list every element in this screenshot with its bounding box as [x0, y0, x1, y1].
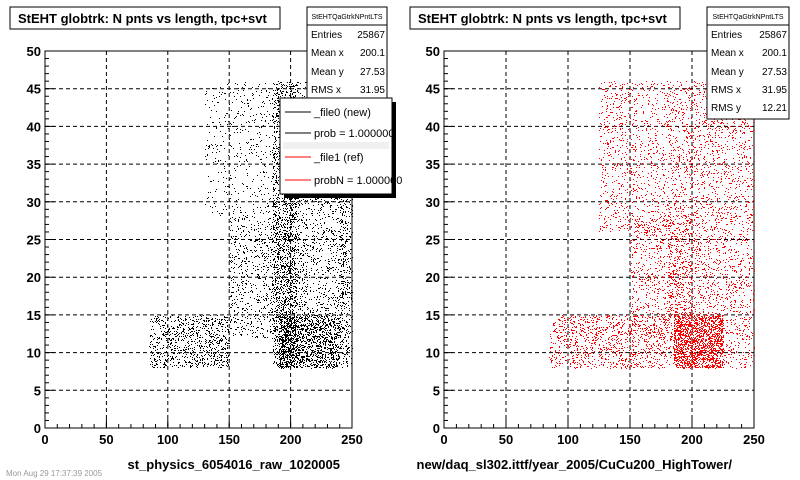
right-x-tick-label: 100	[557, 432, 579, 447]
legend-label-file0: _file0 (new)	[313, 107, 371, 119]
right-stats-value-4: 12.21	[762, 103, 787, 114]
left-y-tick-label: 15	[27, 308, 41, 323]
left-y-tick-label: 30	[27, 195, 41, 210]
left-stats-label-0: Entries	[311, 30, 342, 41]
right-y-tick-label: 35	[426, 157, 440, 172]
right-chart-panel: StEHT globtrk: N pnts vs length, tpc+svt…	[409, 6, 790, 472]
left-x-tick-label: 250	[341, 432, 363, 447]
left-x-tick-label: 200	[280, 432, 302, 447]
left-stats-label-1: Mean x	[311, 48, 344, 59]
left-x-axis-label: st_physics_6054016_raw_1020005	[127, 457, 340, 472]
right-x-axis-label: new/daq_sl302.ittf/year_2005/CuCu200_Hig…	[417, 457, 733, 472]
right-y-tick-label: 40	[426, 119, 440, 134]
right-y-tick-label: 45	[426, 82, 440, 97]
left-x-tick-label: 0	[41, 432, 48, 447]
right-x-tick-label: 250	[743, 432, 765, 447]
left-stats-value-1: 200.1	[360, 48, 385, 59]
right-y-ticks: 0 5 10 15 20 25 30 35 40 45 50	[426, 44, 453, 436]
right-stats-label-0: Entries	[711, 30, 742, 41]
left-y-tick-label: 20	[27, 270, 41, 285]
left-chart-panel: StEHT globtrk: N pnts vs length, tpc+svt…	[9, 6, 402, 472]
footer-timestamp: Mon Aug 29 17:37:39 2005	[6, 469, 103, 478]
legend-label-probn: probN = 1.000000	[314, 175, 402, 187]
right-x-tick-label: 200	[681, 432, 703, 447]
left-x-ticks: 0 50 100 150 200 250	[41, 419, 363, 447]
right-x-tick-label: 0	[440, 432, 447, 447]
left-y-tick-label: 0	[34, 421, 41, 436]
right-title-box	[409, 6, 681, 30]
right-y-tick-label: 10	[426, 346, 440, 361]
right-stats-name: StEHTQaGtrkNPntLTS	[712, 14, 783, 21]
left-stats-name: StEHTQaGtrkNPntLTS	[311, 14, 382, 21]
right-x-tick-label: 150	[619, 432, 641, 447]
left-stats-label-3: RMS x	[311, 85, 341, 96]
right-stats-value-1: 200.1	[762, 48, 787, 59]
right-x-tick-label: 50	[499, 432, 513, 447]
right-y-tick-label: 20	[426, 270, 440, 285]
right-stats-label-2: Mean y	[711, 67, 744, 78]
right-y-tick-label: 30	[426, 195, 440, 210]
left-x-tick-label: 100	[157, 432, 179, 447]
legend-label-file1: _file1 (ref)	[313, 152, 364, 164]
left-stats-value-0: 25867	[357, 30, 385, 41]
left-y-tick-label: 50	[27, 44, 41, 59]
left-y-tick-label: 45	[27, 82, 41, 97]
left-y-tick-label: 25	[27, 233, 41, 248]
right-y-tick-label: 5	[433, 383, 440, 398]
right-y-tick-label: 50	[426, 44, 440, 59]
left-chart-title: StEHT globtrk: N pnts vs length, tpc+svt	[18, 11, 267, 26]
right-stats-value-0: 25867	[759, 30, 787, 41]
right-stats-label-1: Mean x	[711, 48, 744, 59]
left-title-box	[9, 6, 281, 30]
left-x-tick-label: 150	[218, 432, 240, 447]
left-stats-value-3: 31.95	[360, 85, 385, 96]
right-scatter-markers	[549, 81, 755, 369]
left-y-ticks: 0 5 10 15 20 25 30 35 40 45 50	[27, 44, 54, 436]
left-legend: _file0 (new) prob = 1.000000 _file1 (ref…	[279, 97, 402, 198]
right-stats-label-4: RMS y	[711, 103, 741, 114]
right-chart-title: StEHT globtrk: N pnts vs length, tpc+svt	[418, 11, 667, 26]
left-stats-box: StEHTQaGtrkNPntLTS Entries 25867 Mean x …	[306, 6, 388, 103]
right-scatter-points	[549, 81, 755, 369]
right-grid	[444, 51, 754, 428]
left-stats-label-2: Mean y	[311, 67, 344, 78]
right-y-tick-label: 25	[426, 233, 440, 248]
right-x-ticks: 0 50 100 150 200 250	[440, 419, 765, 447]
left-y-tick-label: 35	[27, 157, 41, 172]
right-stats-box: StEHTQaGtrkNPntLTS Entries 25867 Mean x …	[706, 6, 790, 120]
left-y-tick-label: 5	[34, 383, 41, 398]
right-y-tick-label: 15	[426, 308, 440, 323]
right-stats-label-3: RMS x	[711, 85, 741, 96]
right-y-tick-label: 0	[433, 421, 440, 436]
left-y-tick-label: 10	[27, 346, 41, 361]
right-stats-value-2: 27.53	[762, 67, 787, 78]
left-stats-value-2: 27.53	[360, 67, 385, 78]
right-stats-value-3: 31.95	[762, 85, 787, 96]
left-x-tick-label: 50	[99, 432, 113, 447]
left-y-tick-label: 40	[27, 119, 41, 134]
legend-label-prob: prob = 1.000000	[314, 128, 394, 140]
